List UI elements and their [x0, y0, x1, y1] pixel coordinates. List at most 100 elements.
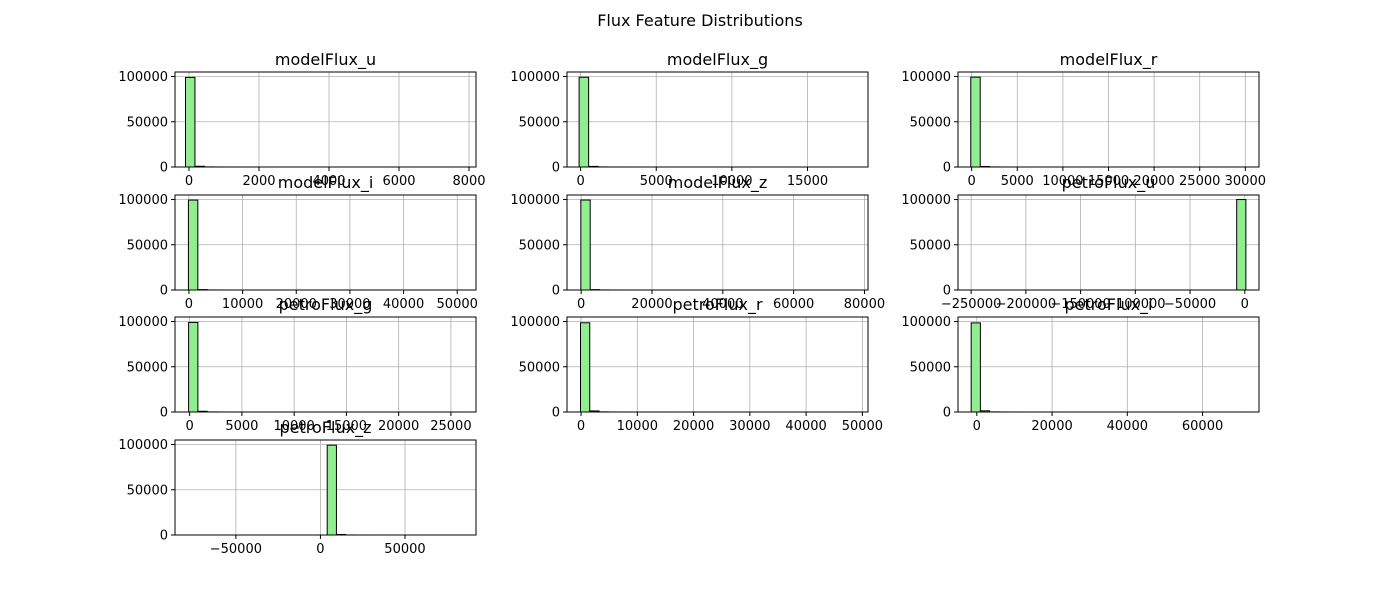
x-tick-label: 50000: [437, 297, 478, 312]
subplot-modelFlux_i: 0 10000 20000 30000 40000 50000 0 50000 100000 mo…: [118, 173, 478, 312]
axes-frame: [174, 316, 477, 413]
x-tick-label: 5000: [1001, 174, 1034, 189]
x-tick-label: 6000: [382, 174, 415, 189]
y-tick-label: 0: [160, 529, 168, 544]
subplot-title: modelFlux_z: [668, 173, 767, 193]
plot-area: [175, 195, 476, 290]
axes-frame: [957, 316, 1260, 413]
x-tick-label: 0: [968, 174, 976, 189]
x-tick-label: −100000: [1105, 297, 1166, 312]
subplot-title: petroFlux_r: [672, 295, 763, 315]
subplot-title: modelFlux_i: [278, 173, 374, 193]
x-tick-label: 5000: [640, 174, 673, 189]
y-tick-label: 100000: [510, 193, 560, 208]
y-tick-label: 0: [943, 161, 951, 176]
histogram-bar: [970, 76, 981, 168]
subplot-modelFlux_g: 0 5000 10000 15000 0 50000 100000 modelFlux_g: [510, 50, 869, 189]
y-tick-label: 0: [160, 284, 168, 299]
x-tick-label: 40000: [383, 297, 424, 312]
y-tick-label: 50000: [127, 360, 168, 375]
x-tick-label: 0: [316, 542, 324, 557]
plot-area: [958, 317, 1259, 412]
y-tick-label: 50000: [127, 483, 168, 498]
histogram-bar: [188, 321, 199, 413]
y-tick-label: 50000: [910, 238, 951, 253]
x-tick-label: 25000: [1179, 174, 1220, 189]
x-tick-label: 50000: [842, 419, 883, 434]
histogram-bar: [187, 199, 199, 291]
figure-title: Flux Feature Distributions: [597, 11, 803, 30]
subplot-modelFlux_u: 0 2000 4000 6000 8000 0 50000 100000 modelFlux_u: [118, 50, 485, 189]
y-tick-label: 100000: [510, 70, 560, 85]
y-tick-label: 100000: [901, 70, 951, 85]
x-tick-label: 0: [576, 174, 584, 189]
x-tick-label: 15000: [787, 174, 828, 189]
axes-frame: [174, 71, 477, 168]
subplot-grid: 0 2000 4000 6000 8000050000100000modelFlux_u…: [118, 50, 1266, 557]
axes-frame: [566, 194, 869, 291]
y-tick-label: 100000: [118, 315, 168, 330]
x-tick-label: 8000: [452, 174, 485, 189]
y-tick-label: 100000: [118, 438, 168, 453]
y-tick-label: 50000: [519, 115, 560, 130]
x-tick-label: −150000: [1050, 297, 1111, 312]
axes-frame: [566, 71, 869, 168]
y-tick-label: 100000: [901, 193, 951, 208]
x-tick-label: 30000: [1225, 174, 1266, 189]
subplot-petroFlux_u: −250000−200000−150000−100000−50000 0 0 5000…: [901, 173, 1260, 312]
histogram-bar: [326, 444, 337, 536]
x-tick-label: 10000: [273, 419, 314, 434]
histogram-bar: [580, 322, 591, 413]
x-tick-label: −250000: [941, 297, 1002, 312]
y-tick-label: 0: [160, 406, 168, 421]
axes-frame: [957, 194, 1260, 291]
x-tick-label: 0: [1241, 297, 1249, 312]
x-tick-label: 0: [577, 419, 585, 434]
y-tick-label: 0: [943, 406, 951, 421]
subplot-title: modelFlux_r: [1060, 50, 1158, 70]
x-tick-label: 50000: [384, 542, 425, 557]
x-tick-label: 40000: [1107, 419, 1148, 434]
x-tick-label: 15000: [1088, 174, 1129, 189]
x-tick-label: 10000: [222, 297, 263, 312]
x-tick-label: 20000: [673, 419, 714, 434]
subplot-modelFlux_z: 0 20000 40000 60000 80000050000100000modelFl…: [510, 173, 885, 312]
subplot-modelFlux_r: 0 5000 10000 15000 20000 25000 30000 0 50000 1000…: [901, 50, 1266, 189]
x-tick-label: 5000: [225, 419, 258, 434]
x-tick-label: 10000: [617, 419, 658, 434]
subplot-title: petroFlux_g: [279, 295, 373, 315]
x-tick-label: 0: [577, 297, 585, 312]
x-tick-label: 20000: [276, 297, 317, 312]
histogram-bar: [580, 199, 591, 291]
histogram-bar: [1236, 199, 1247, 291]
x-tick-label: 10000: [1042, 174, 1083, 189]
y-tick-label: 50000: [127, 238, 168, 253]
y-tick-label: 50000: [910, 115, 951, 130]
y-tick-label: 0: [552, 161, 560, 176]
x-tick-label: 40000: [702, 297, 743, 312]
y-tick-label: 100000: [901, 315, 951, 330]
subplot-title: petroFlux_i: [1065, 295, 1153, 315]
x-tick-label: −200000: [996, 297, 1057, 312]
y-tick-label: 0: [552, 284, 560, 299]
axes-frame: [174, 194, 477, 291]
x-tick-label: 10000: [711, 174, 752, 189]
plot-area: [567, 195, 868, 290]
y-tick-label: 50000: [519, 360, 560, 375]
histogram-bar: [970, 322, 981, 413]
y-tick-label: 50000: [127, 115, 168, 130]
x-tick-label: 20000: [378, 419, 419, 434]
x-tick-label: 0: [185, 297, 193, 312]
y-tick-label: 100000: [118, 193, 168, 208]
x-tick-label: 20000: [1031, 419, 1072, 434]
x-tick-label: 60000: [773, 297, 814, 312]
y-tick-label: 50000: [910, 360, 951, 375]
x-tick-label: 30000: [329, 297, 370, 312]
x-tick-label: 25000: [430, 419, 471, 434]
plot-area: [175, 317, 476, 412]
x-tick-label: 4000: [312, 174, 345, 189]
x-tick-label: 20000: [1133, 174, 1174, 189]
x-tick-label: 30000: [729, 419, 770, 434]
histogram-bar: [578, 76, 590, 168]
